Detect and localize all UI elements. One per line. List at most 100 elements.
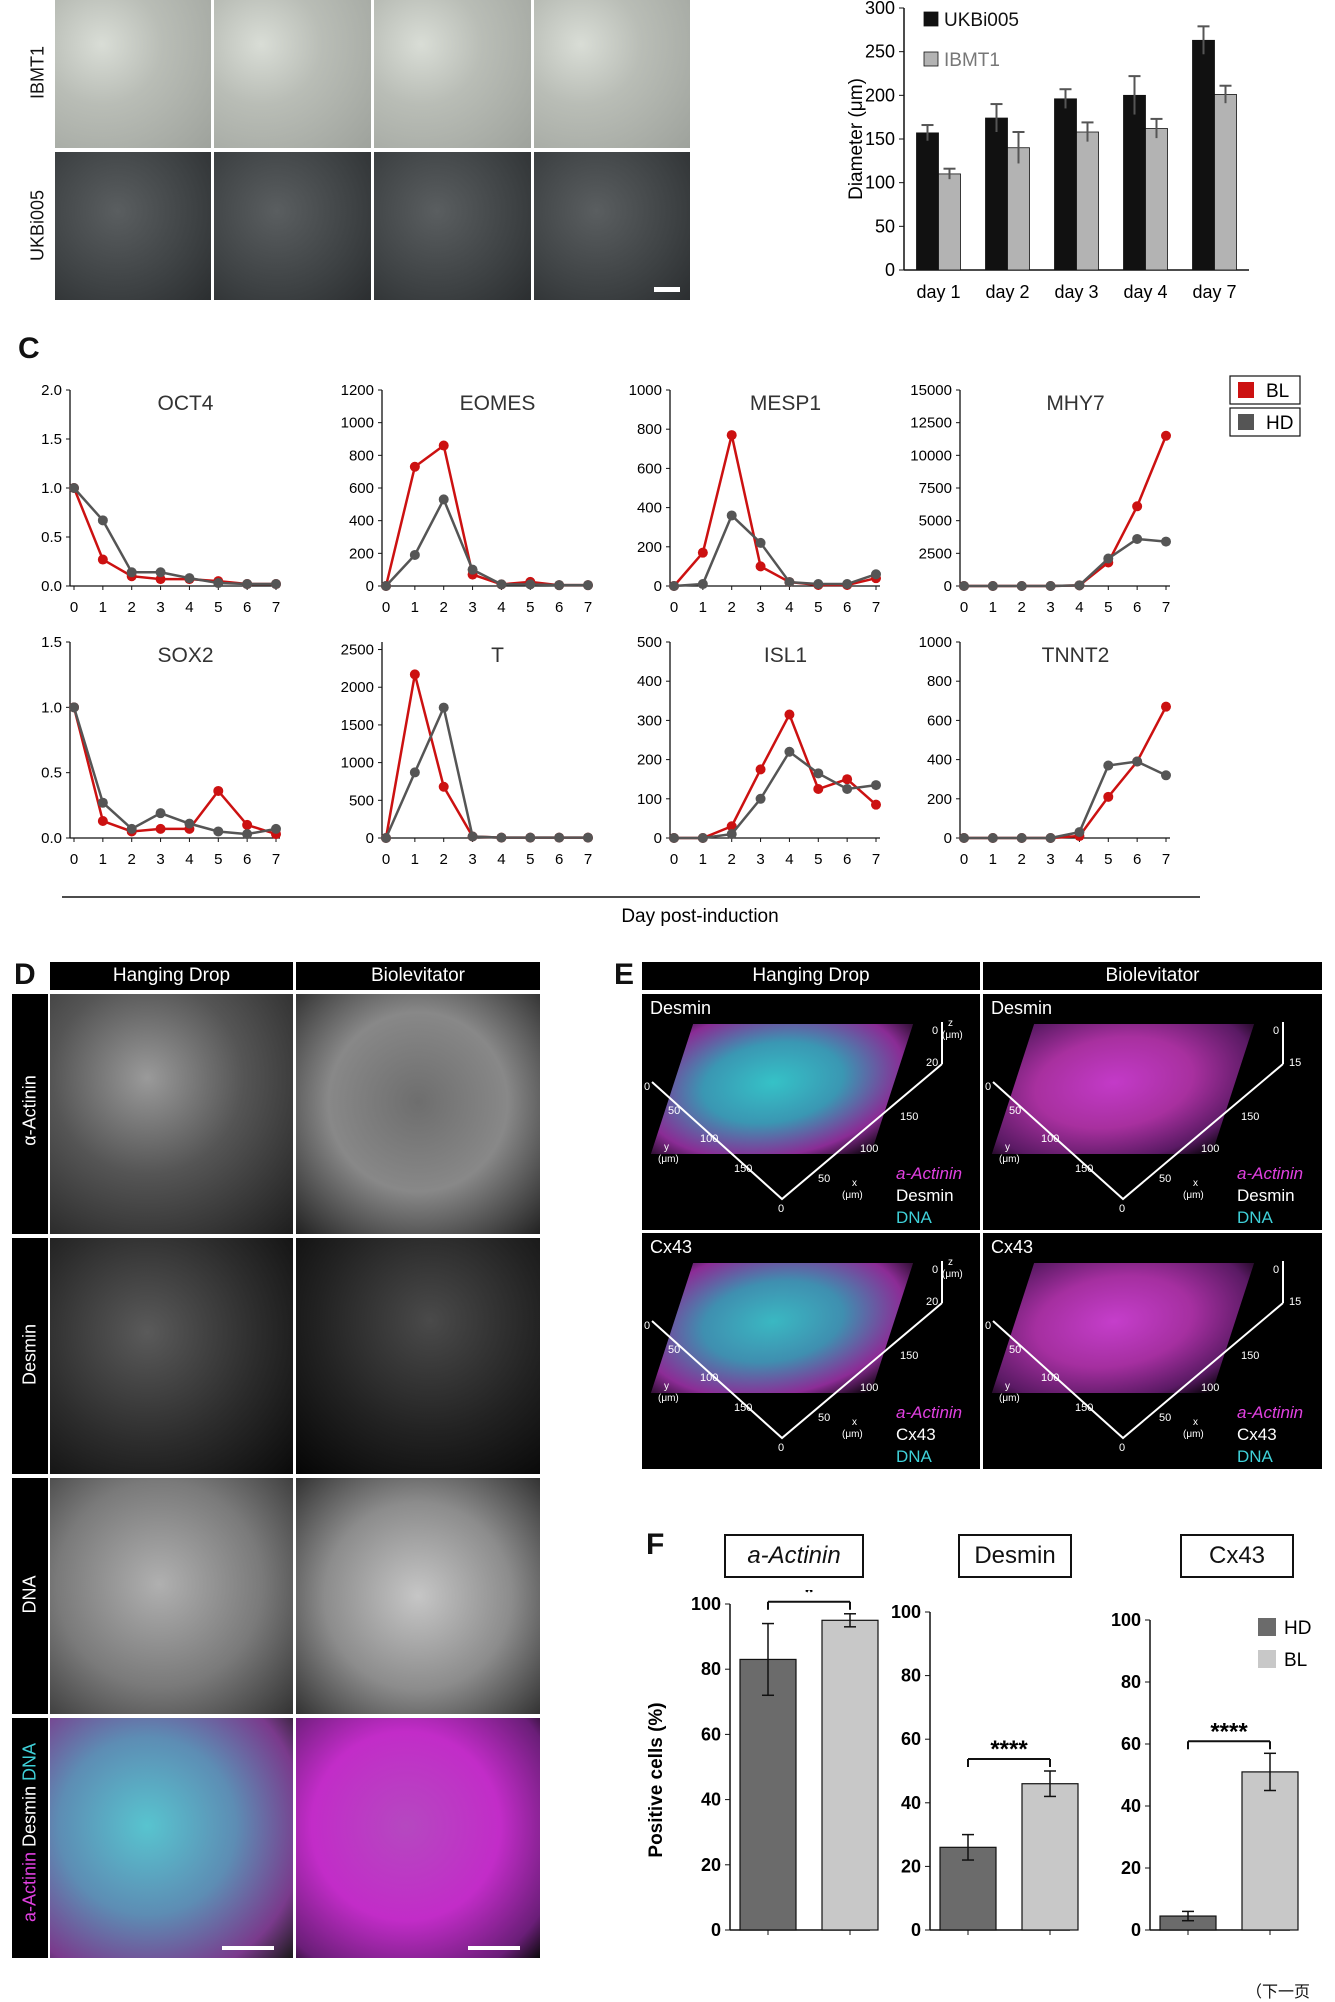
tick-z-0: 0 bbox=[932, 1025, 938, 1037]
tick-x-0: 0 bbox=[778, 1203, 784, 1215]
tick-y-150: 150 bbox=[734, 1402, 752, 1414]
d-image-actinin-hd bbox=[50, 994, 293, 1234]
data-point bbox=[842, 784, 853, 794]
y-tick-label: 0 bbox=[654, 578, 662, 595]
data-point bbox=[1161, 701, 1171, 712]
legend-dna: DNA bbox=[896, 1208, 932, 1227]
x-tick-label: 2 bbox=[128, 599, 136, 616]
y-tick-label: 0 bbox=[1131, 1920, 1141, 1940]
data-point bbox=[669, 833, 679, 843]
legend-cx43: Cx43 bbox=[1237, 1425, 1277, 1444]
chart-title: TNNT2 bbox=[1042, 644, 1110, 667]
data-point bbox=[784, 577, 795, 588]
tick-y-100: 100 bbox=[700, 1372, 718, 1384]
micrograph-ukbi005-day2 bbox=[214, 152, 371, 300]
y-tick-label: 20 bbox=[901, 1856, 921, 1876]
data-point bbox=[726, 510, 737, 521]
y-tick-label: 40 bbox=[701, 1790, 721, 1810]
x-tick-label: 4 bbox=[185, 599, 193, 616]
x-tick-label: 3 bbox=[156, 851, 164, 868]
data-point bbox=[69, 483, 79, 493]
micrograph-ukbi005-day1 bbox=[55, 152, 211, 300]
y-tick-label: 0.5 bbox=[41, 529, 62, 546]
x-tick-label: 4 bbox=[185, 851, 193, 868]
series-line bbox=[674, 711, 877, 840]
x-tick-label: 2 bbox=[1018, 851, 1026, 868]
y-tick-label: 300 bbox=[637, 712, 662, 729]
axis-y-label: y bbox=[1005, 1381, 1010, 1392]
bar bbox=[1021, 1783, 1079, 1931]
x-tick-label: 3 bbox=[468, 851, 476, 868]
x-tick-label: 4 bbox=[785, 599, 793, 616]
tick-y-100: 100 bbox=[1041, 1133, 1059, 1145]
y-axis-label: Diameter (μm) bbox=[846, 78, 867, 200]
y-tick-label: 2000 bbox=[341, 679, 374, 696]
panel-letter-e: E bbox=[614, 958, 635, 991]
x-tick-label: 4 bbox=[785, 851, 793, 868]
scale-bar bbox=[654, 287, 680, 292]
legend-swatch bbox=[1258, 1650, 1276, 1668]
data-point bbox=[467, 831, 478, 842]
row-label-ukbi005: UKBi005 bbox=[27, 189, 48, 262]
y-tick-label: 1.5 bbox=[41, 634, 62, 651]
x-tick-label: 7 bbox=[1162, 599, 1170, 616]
tick-y-50: 50 bbox=[1009, 1344, 1021, 1356]
f-title-desmin: Desmin bbox=[958, 1534, 1072, 1578]
x-tick-label: 7 bbox=[584, 599, 592, 616]
d-row-label-desmin: Desmin bbox=[12, 1238, 48, 1474]
axis-x-label: x bbox=[1193, 1178, 1198, 1189]
micrograph-ibmt1-day4 bbox=[534, 0, 690, 148]
x-tick-label: 1 bbox=[99, 851, 107, 868]
panel-letter-d: D bbox=[14, 958, 36, 991]
data-point bbox=[496, 832, 507, 843]
chart-title: T bbox=[491, 644, 504, 667]
data-point bbox=[1161, 430, 1171, 441]
x-tick-label: 3 bbox=[756, 599, 764, 616]
data-point bbox=[1016, 581, 1027, 591]
tick-z-15: 15 bbox=[1289, 1057, 1301, 1069]
legend-label: UKBi005 bbox=[944, 10, 1019, 31]
e-tile-hd-cx43: Cx43 0 50 100 150 0 50 100 150 0 20 z (μ… bbox=[642, 1233, 980, 1469]
x-tick-label: 1 bbox=[989, 851, 997, 868]
d-row-label-merge: a-Actinin Desmin DNA bbox=[12, 1718, 48, 1958]
y-tick-label: 1000 bbox=[341, 755, 374, 772]
sig-marker: **** bbox=[1210, 1718, 1248, 1745]
y-tick-label: 400 bbox=[349, 513, 374, 530]
tick-y-150: 150 bbox=[734, 1163, 752, 1175]
tick-y-50: 50 bbox=[668, 1105, 680, 1117]
x-tick-label: 7 bbox=[272, 599, 280, 616]
series-line bbox=[384, 674, 588, 839]
panel-b-chart: 0 50 100 150 200 250 300 day 1 day 2 day 3 day 4 da… bbox=[846, 0, 1249, 302]
x-tick-label: 4 bbox=[1075, 851, 1083, 868]
tick-x-100: 100 bbox=[860, 1382, 878, 1394]
series-line bbox=[73, 487, 276, 586]
e-3d-axes: 0 50 100 150 0 50 100 150 0 20 z (μm) y … bbox=[644, 1018, 963, 1215]
y-tick-label: 0.0 bbox=[41, 830, 62, 847]
y-tick-label: 0 bbox=[944, 830, 952, 847]
legend-label: HD bbox=[1266, 413, 1293, 434]
x-tick-label: 5 bbox=[526, 851, 534, 868]
y-tick-label: 80 bbox=[701, 1659, 721, 1679]
e-col-header-hanging-drop: Hanging Drop bbox=[642, 962, 980, 990]
data-point bbox=[784, 709, 795, 720]
data-point bbox=[525, 832, 536, 843]
x-tick-label: day 7 bbox=[1192, 282, 1236, 302]
data-point bbox=[1161, 536, 1171, 547]
bar bbox=[1076, 131, 1099, 271]
x-tick-label: 5 bbox=[526, 599, 534, 616]
x-tick-label: 6 bbox=[843, 599, 851, 616]
data-point bbox=[409, 461, 420, 472]
series-line bbox=[964, 706, 1168, 840]
tick-x-50: 50 bbox=[1159, 1173, 1171, 1185]
y-tick-label: 80 bbox=[901, 1666, 921, 1686]
y-tick-label: 7500 bbox=[919, 480, 952, 497]
e-tile-bl-desmin: Desmin 0 50 100 150 0 50 100 150 0 15 y … bbox=[983, 994, 1322, 1230]
x-tick-label: 6 bbox=[243, 599, 251, 616]
bar bbox=[739, 1658, 797, 1931]
data-point bbox=[184, 818, 195, 829]
data-point bbox=[1045, 833, 1056, 843]
y-tick-label: 10000 bbox=[910, 447, 952, 464]
data-point bbox=[987, 833, 998, 843]
data-point bbox=[871, 799, 881, 810]
y-tick-label: 600 bbox=[927, 712, 952, 729]
